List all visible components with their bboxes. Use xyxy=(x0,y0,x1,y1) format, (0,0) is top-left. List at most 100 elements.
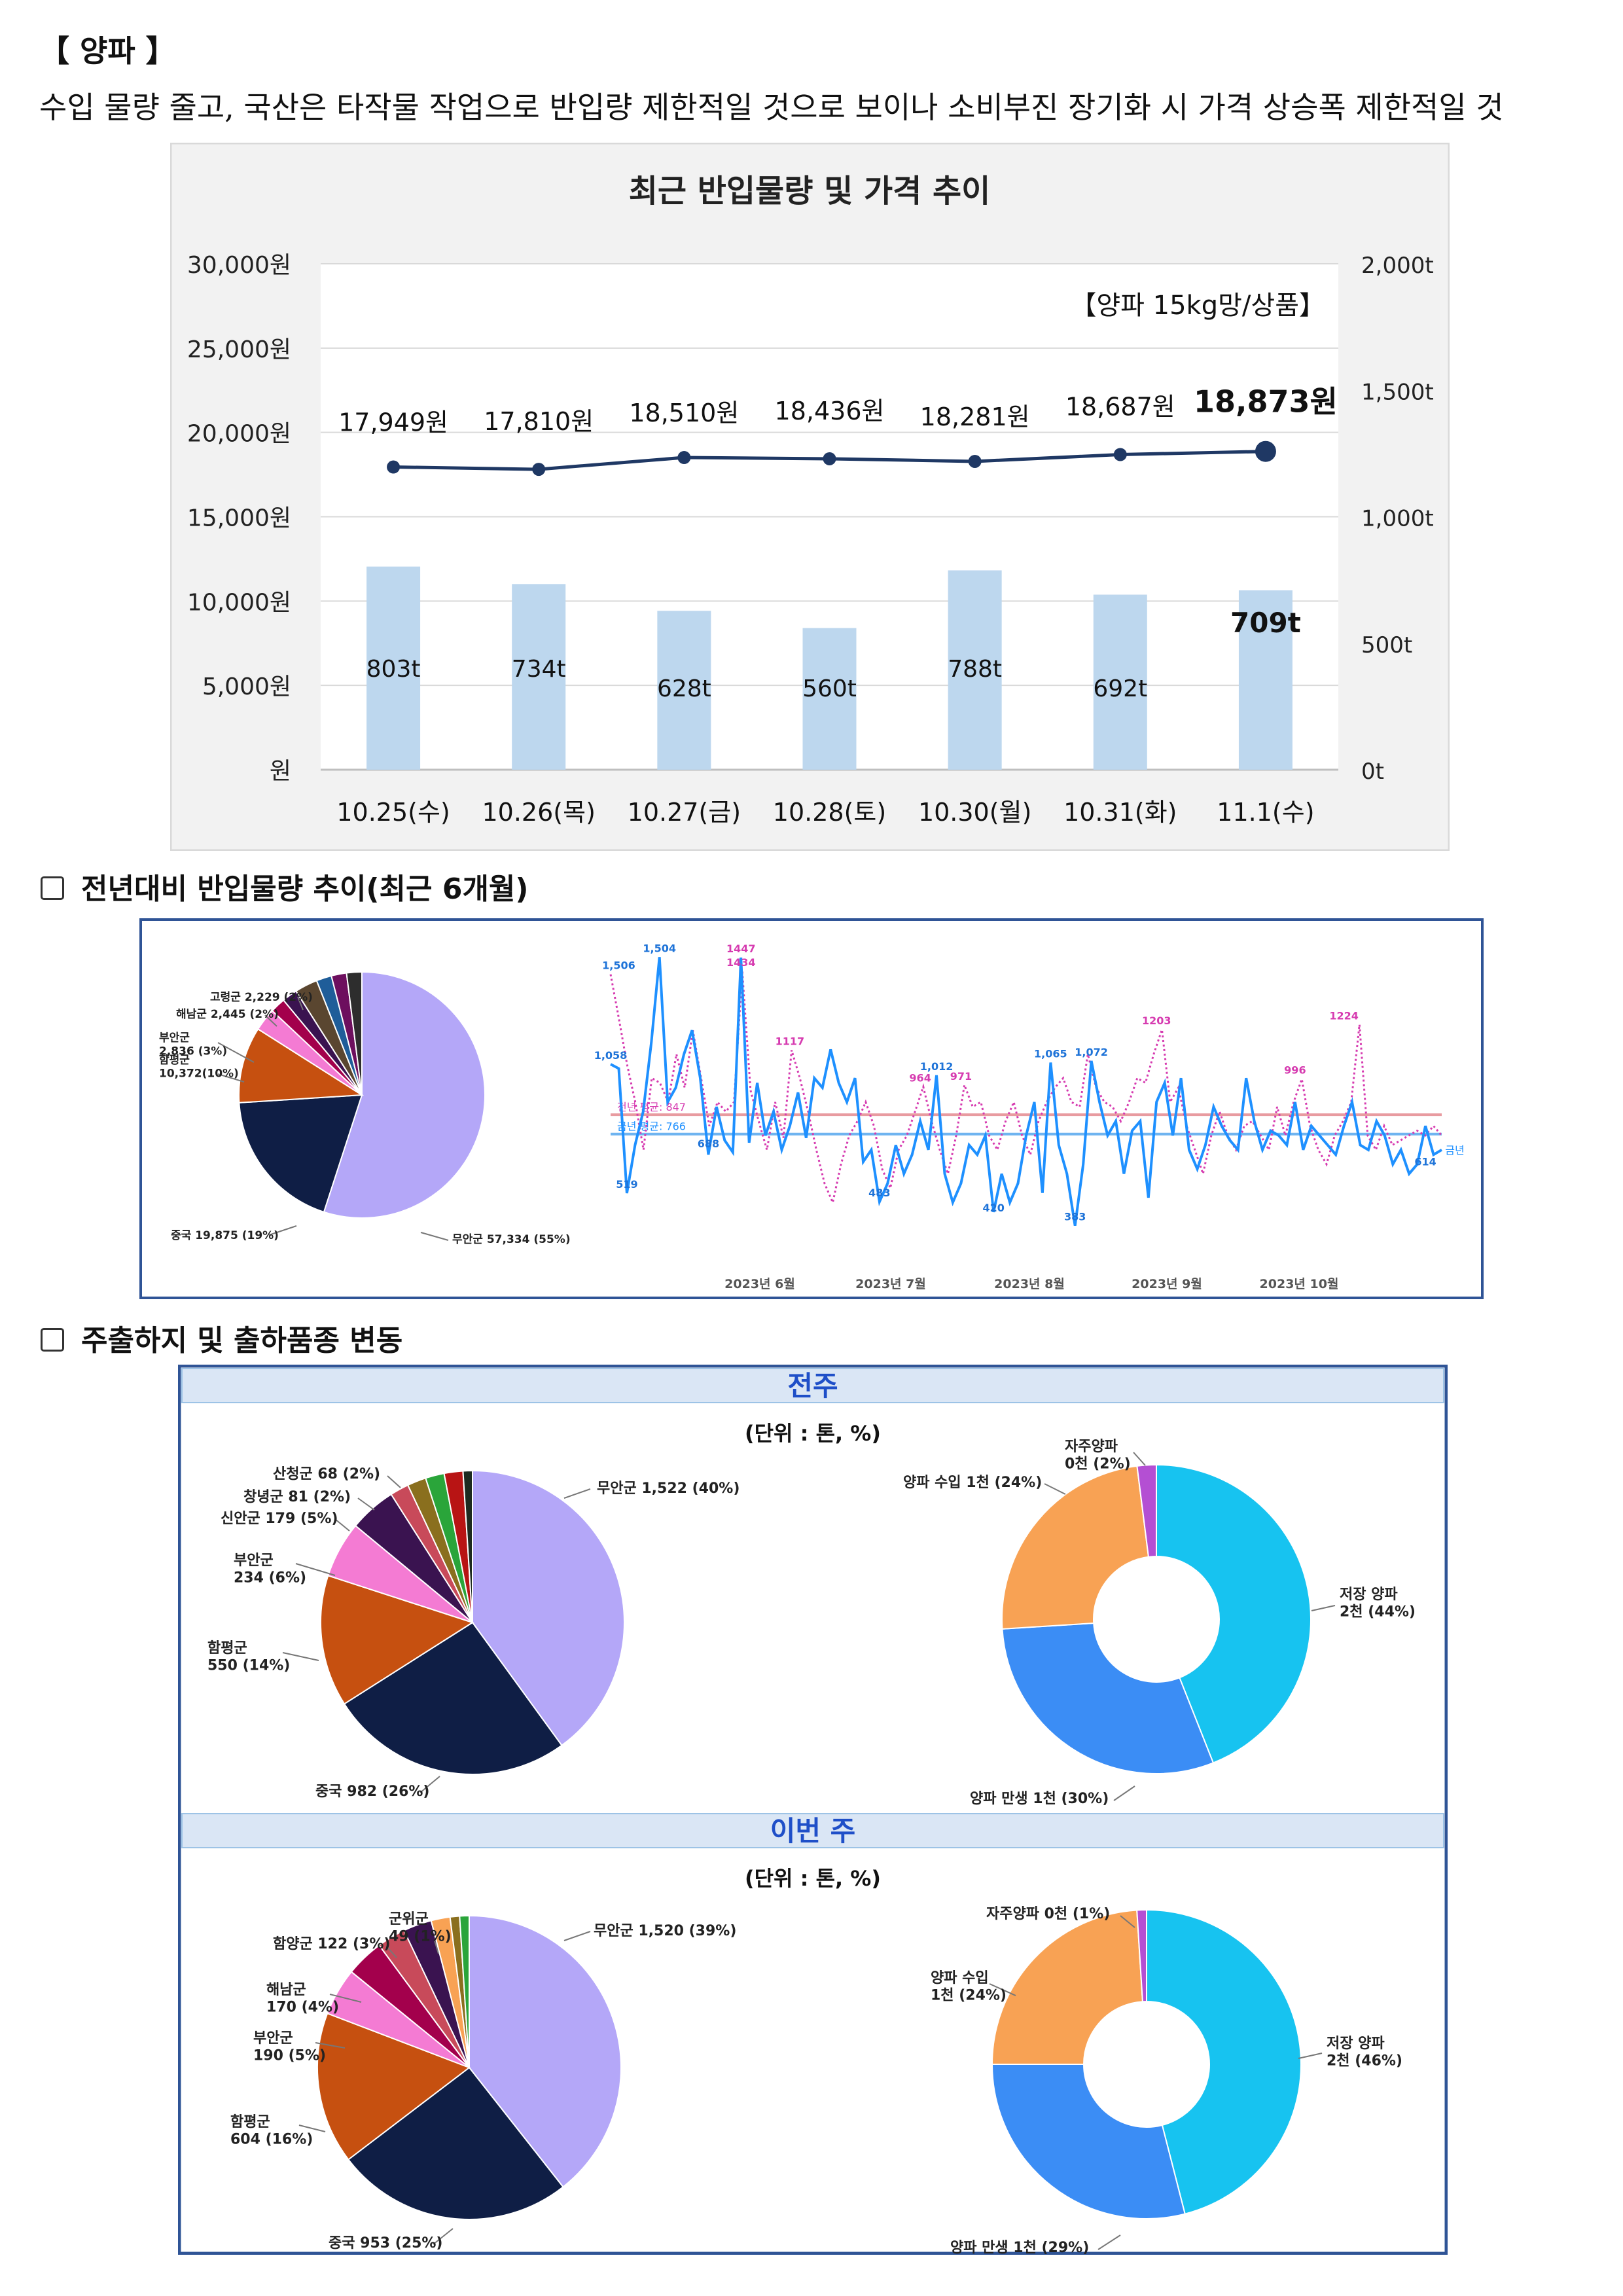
slice-label: 10,372(10%) xyxy=(159,1067,239,1080)
slice-label: 234 (6%) xyxy=(234,1570,306,1586)
slice-label: 창녕군 81 (2%) xyxy=(243,1489,351,1505)
leader-line xyxy=(217,1073,245,1083)
data-label: 614 xyxy=(1414,1155,1436,1168)
slice-label: 중국 982 (26%) xyxy=(315,1784,430,1800)
slice-label: 함평군 xyxy=(207,1640,247,1657)
pie-slice xyxy=(462,1469,473,1623)
slice-label: 자주양파 0천 (1%) xyxy=(986,1906,1110,1922)
pie-slice xyxy=(991,1909,1144,2065)
leader-line xyxy=(298,2125,326,2132)
series-end-label: 금년 xyxy=(1445,1144,1464,1157)
leader-line xyxy=(563,1931,591,1941)
data-label: 519 xyxy=(616,1178,637,1191)
leader-line xyxy=(434,1940,439,1954)
data-label: 1224 xyxy=(1329,1009,1359,1022)
x-tick-label: 2023년 7월 xyxy=(855,1277,926,1291)
right-tick-label: 0t xyxy=(1361,759,1384,785)
leader-line xyxy=(1044,1483,1066,1495)
leader-line xyxy=(563,1488,591,1499)
volume-bar xyxy=(1238,590,1293,770)
left-tick-label: 15,000원 xyxy=(187,505,291,532)
volume-bar xyxy=(1093,594,1147,770)
slice-label: 부안군 xyxy=(253,2030,293,2047)
slice-label: 부안군 xyxy=(234,1552,274,1569)
data-label: 1447 xyxy=(726,942,756,955)
summary-text: 수입 물량 줄고, 국산은 타작물 작업으로 반입량 제한적일 것으로 보이나 … xyxy=(39,90,1504,125)
slice-label: 무안군 1,520 (39%) xyxy=(594,1923,736,1939)
leader-line xyxy=(334,1518,350,1532)
leader-line xyxy=(268,1225,297,1236)
leader-line xyxy=(433,2228,454,2245)
pie-slice xyxy=(317,2012,471,2161)
pie-slice xyxy=(1146,1909,1302,2215)
group-header xyxy=(181,1368,1444,1403)
pie-slice xyxy=(472,1469,625,1747)
right-tick-label: 1,000t xyxy=(1361,506,1434,532)
leader-line xyxy=(1120,1915,1135,1928)
volume-bar xyxy=(657,611,711,770)
unit-label: (단위 : 톤, %) xyxy=(745,1866,881,1891)
left-tick-label: 원 xyxy=(270,758,291,785)
volume-label: 734t xyxy=(512,656,566,683)
left-tick-label: 20,000원 xyxy=(187,421,291,448)
pie-slice xyxy=(347,2066,564,2220)
right-tick-label: 1,500t xyxy=(1361,379,1434,405)
price-label: 18,510원 xyxy=(629,399,739,427)
pie-slice xyxy=(1001,1622,1215,1774)
group-header xyxy=(181,1813,1444,1848)
x-tick-label: 2023년 10월 xyxy=(1260,1277,1339,1291)
volume-bar xyxy=(512,584,566,770)
volume-label: 628t xyxy=(657,675,711,702)
data-label: 688 xyxy=(698,1138,719,1150)
slice-label: 0천 (2%) xyxy=(1065,1456,1131,1472)
leader-line xyxy=(1311,1605,1336,1611)
slice-label: 170 (4%) xyxy=(266,1999,339,2015)
volume-label: 709t xyxy=(1230,607,1301,639)
page-heading: 【 양파 】 xyxy=(39,33,176,69)
slice-label: 양파 수입 1천 (24%) xyxy=(903,1475,1042,1491)
section-checkbox xyxy=(41,1328,64,1352)
pie-slice xyxy=(346,971,363,1096)
data-label: 1203 xyxy=(1142,1014,1171,1027)
slice-label: 1천 (24%) xyxy=(931,1987,1007,2003)
price-label: 18,873원 xyxy=(1194,384,1338,420)
price-point xyxy=(1255,440,1276,462)
leader-line xyxy=(264,1014,277,1027)
slice-label: 49 (1%) xyxy=(389,1928,452,1945)
leader-line xyxy=(357,1498,375,1511)
leader-line xyxy=(1133,1452,1146,1466)
price-label: 18,281원 xyxy=(920,403,1030,431)
volume-bar xyxy=(802,628,857,770)
pie-slice xyxy=(343,1621,563,1775)
leader-line xyxy=(315,2042,346,2049)
section-origin: 주출하지 및 출하품종 변동 xyxy=(41,1317,402,1359)
slice-label: 604 (16%) xyxy=(230,2131,313,2147)
x-tick-label: 10.27(금) xyxy=(628,798,741,827)
section-checkbox xyxy=(41,876,64,900)
pie-slice xyxy=(1136,1909,1147,2003)
data-label: 964 xyxy=(909,1071,931,1084)
price-point xyxy=(532,463,546,476)
leader-line xyxy=(1113,1785,1135,1801)
right-tick-label: 500t xyxy=(1361,632,1412,658)
slice-label: 550 (14%) xyxy=(207,1657,290,1674)
slice-label: 자주양파 xyxy=(1065,1439,1118,1455)
data-label: 1,506 xyxy=(602,960,635,972)
leader-line xyxy=(217,1042,255,1063)
slice-label: 2천 (44%) xyxy=(1340,1604,1416,1620)
slice-label: 무안군 1,522 (40%) xyxy=(597,1480,740,1497)
pie-slice xyxy=(459,1914,470,2068)
average-label: 금년 평균: 766 xyxy=(617,1121,686,1133)
leader-line xyxy=(387,1475,401,1488)
leader-line xyxy=(419,1776,440,1793)
slice-label: 2,836 (3%) xyxy=(159,1045,227,1058)
x-tick-label: 10.28(토) xyxy=(773,798,886,827)
slice-label: 부안군 xyxy=(159,1031,190,1045)
leader-line xyxy=(282,1652,319,1661)
data-label: 1117 xyxy=(776,1035,805,1047)
price-label: 17,949원 xyxy=(338,408,448,437)
left-tick-label: 5,000원 xyxy=(202,673,291,700)
data-label: 1434 xyxy=(726,956,756,969)
leader-line xyxy=(1298,2053,1323,2059)
leader-line xyxy=(989,1983,1016,1996)
